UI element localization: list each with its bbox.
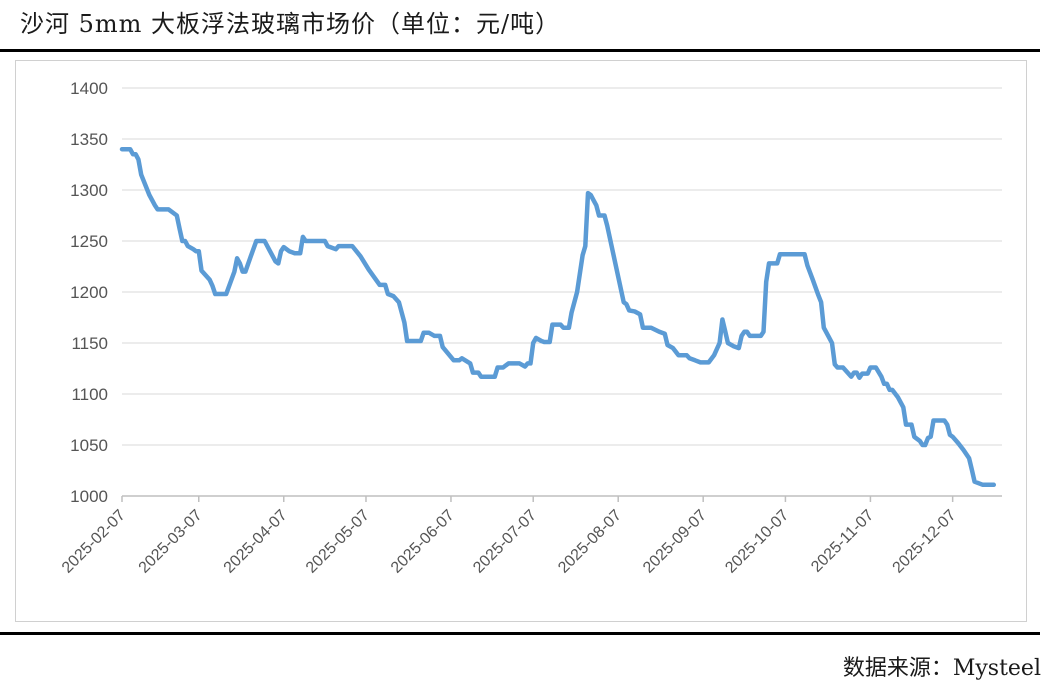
- x-tick-label: 2025-04-07: [221, 507, 291, 577]
- x-tick-label: 2025-12-07: [890, 507, 960, 577]
- x-tick-label: 2025-07-07: [470, 507, 540, 577]
- y-tick-label: 1350: [70, 130, 108, 149]
- y-tick-label: 1200: [70, 283, 108, 302]
- y-axis-ticks: 1000 1050 1100 1150 1200 1250 1300 1350 1400: [70, 79, 108, 506]
- y-tick-label: 1300: [70, 181, 108, 200]
- x-tick-label: 2025-03-07: [136, 507, 206, 577]
- x-tick-label: 2025-08-07: [555, 507, 625, 577]
- gridlines: [122, 87, 1002, 446]
- page-title: 沙河 5mm 大板浮法玻璃市场价（单位：元/吨）: [20, 10, 561, 38]
- x-tick-label: 2025-09-07: [640, 507, 710, 577]
- x-tick-label: 2025-11-07: [808, 507, 877, 576]
- x-axis-ticks: 2025-02-07 2025-03-07 2025-04-07 2025-05-07…: [59, 496, 960, 577]
- x-tick-label: 2025-05-07: [303, 507, 373, 577]
- x-tick-label: 2025-10-07: [722, 507, 792, 577]
- chart-frame: [15, 60, 1027, 622]
- series-layer: [119, 146, 997, 488]
- y-tick-label: 1100: [71, 385, 108, 404]
- y-tick-label: 1150: [71, 334, 108, 353]
- y-tick-label: 1400: [70, 79, 108, 98]
- y-tick-label: 1050: [70, 436, 108, 455]
- y-tick-label: 1000: [70, 487, 108, 506]
- bottom-rule: [0, 632, 1040, 635]
- top-rule: [0, 49, 1040, 52]
- x-tick-label: 2025-02-07: [59, 507, 129, 577]
- x-tick-label: 2025-06-07: [388, 507, 458, 577]
- y-tick-label: 1250: [70, 232, 108, 251]
- source-note: 数据来源：Mysteel: [842, 656, 1041, 681]
- series-line: [119, 146, 997, 488]
